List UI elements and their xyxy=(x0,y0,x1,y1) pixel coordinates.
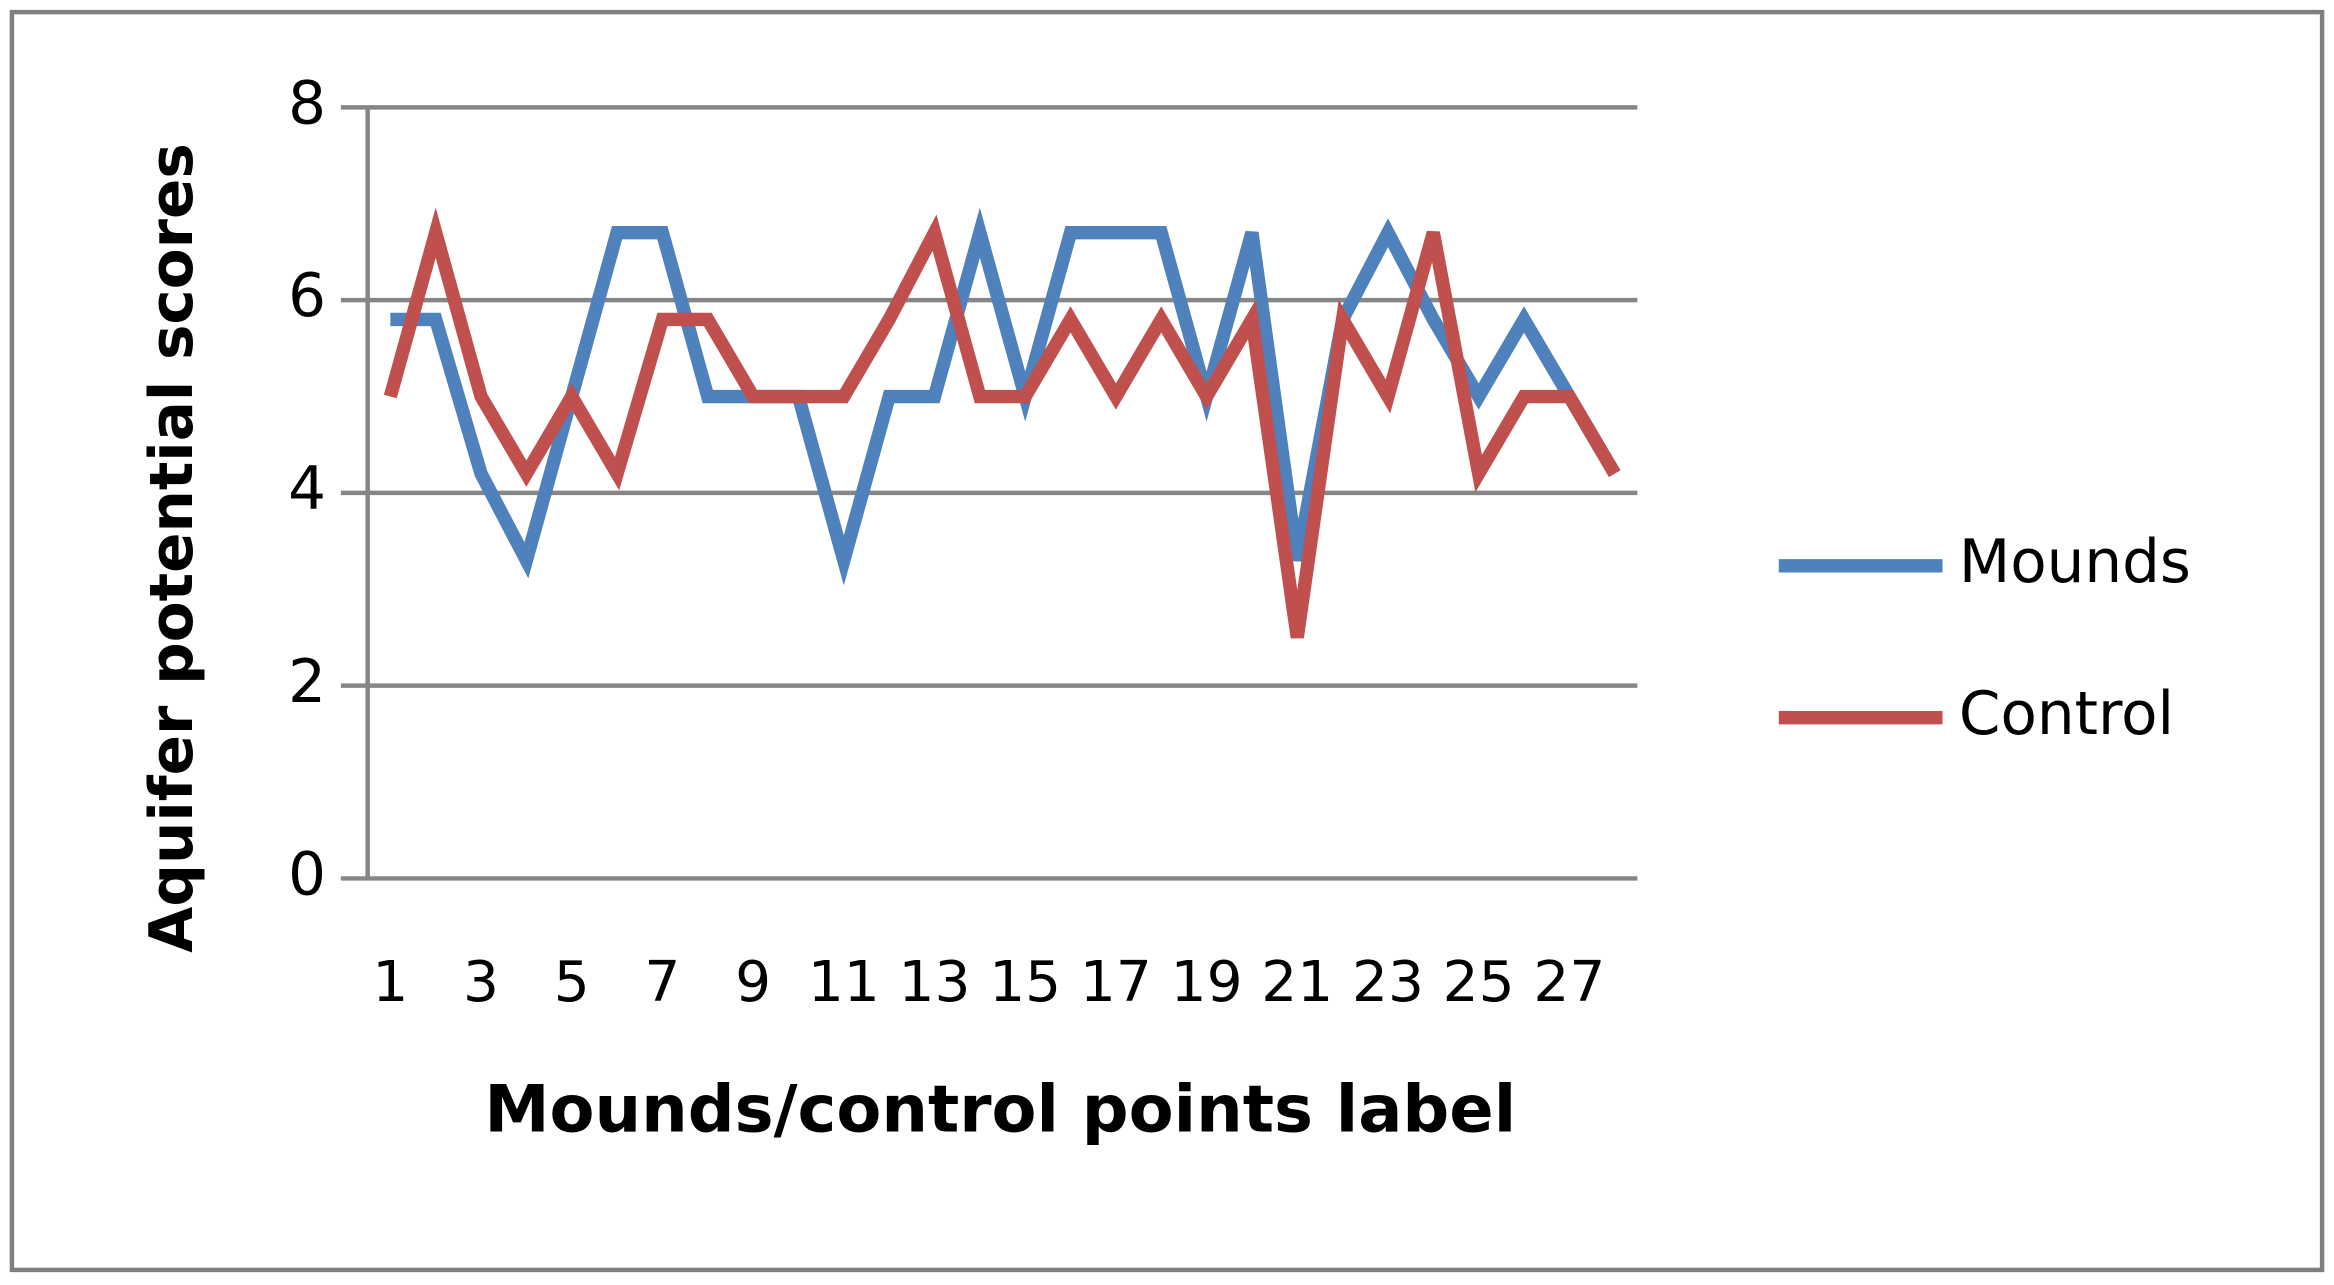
x-tick-label: 9 xyxy=(735,949,771,1015)
y-tick-label: 0 xyxy=(288,841,326,910)
x-tick-label: 5 xyxy=(554,949,590,1015)
y-tick-label: 8 xyxy=(288,69,326,138)
x-tick-label: 15 xyxy=(989,949,1061,1015)
y-axis-title: Aquifer potential scores xyxy=(138,143,207,953)
y-tick-label: 2 xyxy=(288,648,326,717)
y-tick-label: 4 xyxy=(288,455,326,524)
x-tick-label: 13 xyxy=(899,949,971,1015)
x-tick-label: 3 xyxy=(463,949,499,1015)
x-tick-label: 21 xyxy=(1261,949,1333,1015)
x-axis-title: Mounds/control points label xyxy=(484,1072,1516,1148)
x-tick-label: 25 xyxy=(1443,949,1515,1015)
x-tick-label: 19 xyxy=(1171,949,1243,1015)
line-series xyxy=(390,207,1621,586)
x-tick-label: 23 xyxy=(1352,949,1424,1015)
line-series xyxy=(383,207,1621,639)
x-tick-label: 7 xyxy=(644,949,680,1015)
x-tick-label: 17 xyxy=(1080,949,1152,1015)
x-tick-label: 11 xyxy=(808,949,880,1015)
chart-border xyxy=(9,9,2325,1273)
legend-label: Mounds xyxy=(1959,528,2191,597)
x-tick-label: 27 xyxy=(1533,949,1605,1015)
y-tick-label: 6 xyxy=(288,262,326,331)
legend-label: Control xyxy=(1959,680,2174,749)
x-tick-label: 1 xyxy=(372,949,408,1015)
